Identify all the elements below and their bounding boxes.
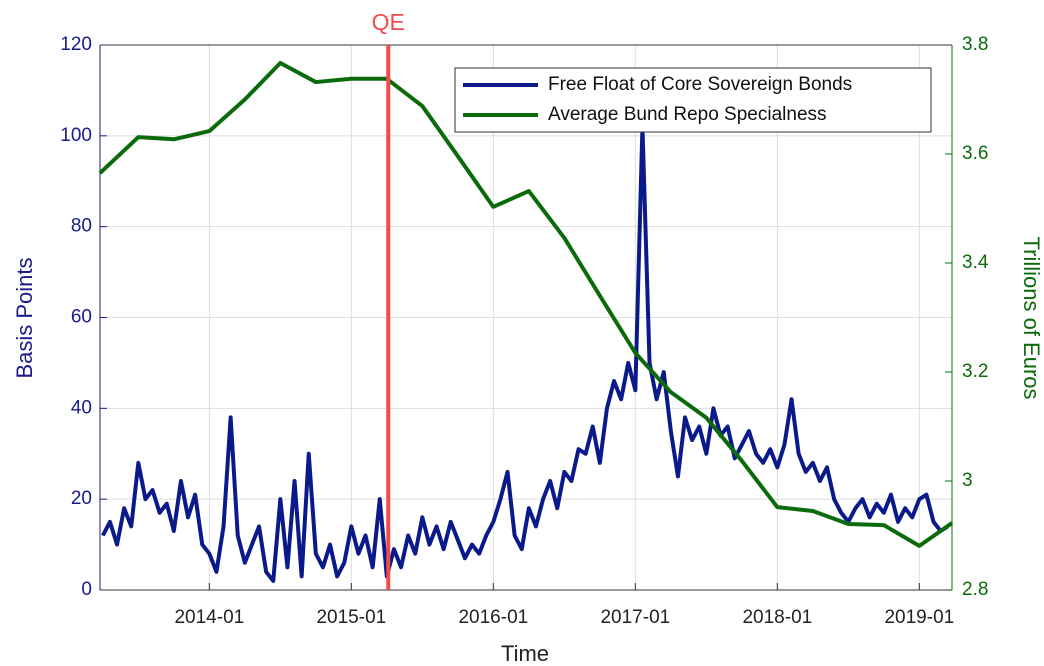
- x-tick-label: 2018-01: [742, 607, 812, 628]
- y2-tick-label: 3: [962, 470, 973, 491]
- x-tick-label: 2016-01: [458, 607, 528, 628]
- y2-tick-label: 3.6: [962, 143, 988, 164]
- x-tick-label: 2019-01: [884, 607, 954, 628]
- series-line: [98, 60, 954, 548]
- y2-axis-label: Trillions of Euros: [1019, 236, 1044, 399]
- x-tick-label: 2014-01: [174, 607, 244, 628]
- x-tick-label: 2015-01: [316, 607, 386, 628]
- y2-tick-label: 3.8: [962, 34, 988, 55]
- y-tick-label: 100: [60, 125, 92, 146]
- y-tick-label: 120: [60, 34, 92, 55]
- y-tick-label: 0: [81, 579, 92, 600]
- legend-box: [454, 67, 932, 133]
- x-axis-label: Time: [501, 641, 549, 666]
- qe-label: QE: [372, 9, 405, 35]
- y-axis-label: Basis Points: [12, 257, 37, 378]
- y-tick-label: 80: [71, 216, 92, 237]
- y2-tick-label: 3.2: [962, 361, 988, 382]
- legend-label: Average Bund Repo Specialness: [548, 104, 827, 125]
- y2-tick-label: 3.4: [962, 252, 989, 273]
- y-tick-label: 20: [71, 488, 92, 509]
- x-tick-label: 2017-01: [600, 607, 670, 628]
- y-tick-label: 40: [71, 397, 92, 418]
- series-line: [101, 124, 949, 583]
- legend-label: Free Float of Core Sovereign Bonds: [548, 74, 852, 95]
- y2-tick-label: 2.8: [962, 579, 988, 600]
- y-tick-label: 60: [71, 307, 92, 328]
